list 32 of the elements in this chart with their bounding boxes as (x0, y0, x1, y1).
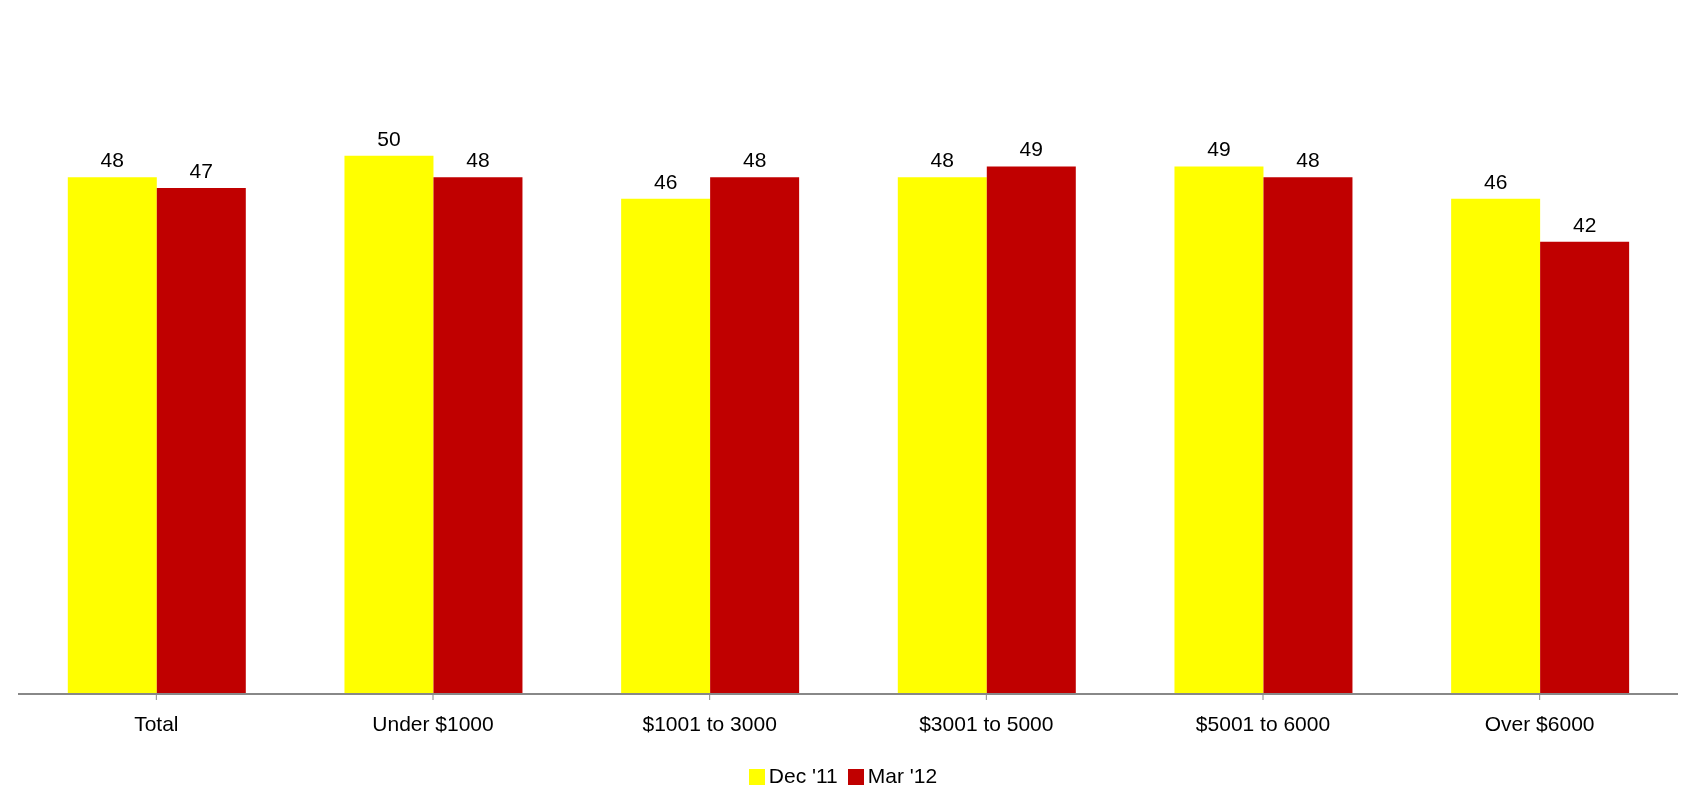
bar (710, 177, 800, 694)
data-label: 49 (1207, 137, 1231, 161)
bar (1174, 166, 1264, 694)
x-tick-label: $1001 to 3000 (642, 711, 777, 735)
data-label: 46 (1483, 169, 1508, 193)
data-label: 48 (1296, 148, 1320, 172)
bar (433, 177, 523, 694)
x-tick-label: Over $6000 (1484, 711, 1595, 735)
data-label: 50 (377, 126, 401, 150)
data-label: 42 (1572, 212, 1597, 236)
bar (897, 177, 987, 694)
data-label: 48 (930, 148, 954, 172)
data-label: 49 (1019, 137, 1043, 161)
data-label: 48 (100, 148, 124, 172)
bar (67, 177, 157, 694)
x-tick-label: $3001 to 5000 (919, 711, 1054, 735)
legend-label: Dec '11 (768, 764, 838, 787)
x-tick-label: Total (134, 711, 179, 735)
bar (1540, 241, 1630, 694)
bar (1263, 177, 1353, 694)
bar (156, 187, 246, 694)
x-tick-label: Under $1000 (372, 711, 494, 735)
data-label: 46 (653, 169, 678, 193)
bar (344, 155, 434, 694)
data-label: 47 (189, 158, 213, 182)
data-label: 48 (466, 148, 490, 172)
data-label: 48 (742, 148, 767, 172)
x-tick-label: $5001 to 6000 (1195, 711, 1331, 735)
bar (986, 166, 1076, 694)
bar (1451, 198, 1541, 694)
legend-label: Mar '12 (867, 764, 938, 787)
bar (621, 198, 711, 694)
